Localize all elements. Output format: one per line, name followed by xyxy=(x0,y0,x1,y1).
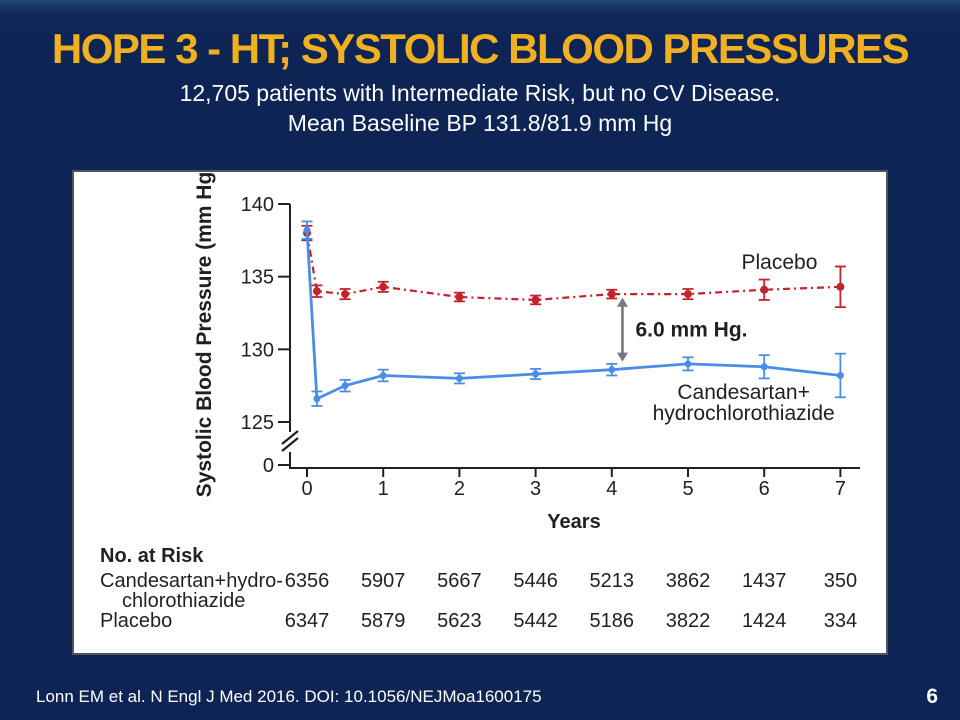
axis-break-slash xyxy=(281,437,299,452)
candesartan-point xyxy=(379,371,387,379)
difference-label: 6.0 mm Hg. xyxy=(635,319,747,342)
y-tick-label: 135 xyxy=(241,267,274,289)
candesartan-point xyxy=(608,366,616,374)
slide-title: HOPE 3 - HT; SYSTOLIC BLOOD PRESSURES xyxy=(51,25,910,72)
risk-value: 5907 xyxy=(361,570,406,592)
risk-value: 5623 xyxy=(437,610,482,632)
placebo-point xyxy=(531,295,540,304)
risk-value: 5667 xyxy=(437,570,482,592)
risk-row-label: Candesartan+hydro- xyxy=(100,570,283,592)
risk-value: 1437 xyxy=(742,570,787,592)
y-axis-label: Systolic Blood Pressure (mm Hg) xyxy=(193,172,216,497)
x-tick-label: 4 xyxy=(606,478,617,500)
placebo-point xyxy=(836,282,845,291)
candesartan-point xyxy=(455,374,463,382)
x-tick-label: 2 xyxy=(454,478,465,500)
placebo-line xyxy=(305,232,841,302)
risk-value: 350 xyxy=(824,570,857,592)
candesartan-point xyxy=(836,371,844,379)
series-label: Candesartan+ xyxy=(677,381,810,404)
difference-arrowhead-top xyxy=(616,297,628,307)
placebo-point xyxy=(684,290,692,299)
series-label: Placebo xyxy=(741,251,817,274)
series-label: hydrochlorothiazide xyxy=(653,402,835,425)
placebo-point xyxy=(341,290,350,299)
subtitle-line-1: 12,705 patients with Intermediate Risk, … xyxy=(179,80,781,106)
candesartan-point xyxy=(313,395,321,403)
subtitle-line-2: Mean Baseline BP 131.8/81.9 mm Hg xyxy=(287,110,673,137)
risk-table-header: No. at Risk xyxy=(100,545,204,567)
risk-value: 6356 xyxy=(285,570,330,592)
risk-value: 5442 xyxy=(513,610,558,632)
risk-value: 5186 xyxy=(590,610,635,632)
candesartan-point xyxy=(760,363,768,371)
risk-row-label: chlorothiazide xyxy=(122,590,245,612)
placebo-point xyxy=(455,293,464,302)
x-tick-label: 5 xyxy=(682,478,693,500)
difference-arrowhead-bottom xyxy=(616,352,628,362)
axis-break-slash xyxy=(281,430,299,445)
y-tick-label: 140 xyxy=(241,194,274,216)
placebo-point xyxy=(379,282,388,291)
y-tick-label: 130 xyxy=(241,339,274,361)
x-axis-label: Years xyxy=(547,511,600,533)
candesartan-point xyxy=(684,360,692,368)
chart-panel: 140 135 130 125 0 0 1 2 3 4 5 6 7 Systolic Blood Pres… xyxy=(72,165,888,655)
risk-value: 5213 xyxy=(590,570,635,592)
x-tick-label: 0 xyxy=(301,478,312,500)
bp-chart-svg: 140 135 130 125 0 0 1 2 3 4 5 6 7 Systolic Blood Pres… xyxy=(100,165,860,632)
risk-value: 1424 xyxy=(742,610,787,632)
citation-text: Lonn EM et al. N Engl J Med 2016. DOI: 1… xyxy=(36,687,542,706)
x-tick-label: 6 xyxy=(759,478,770,500)
risk-value: 334 xyxy=(824,610,857,632)
page-number: 6 xyxy=(926,685,938,708)
placebo-point xyxy=(312,287,321,296)
y-tick-label: 0 xyxy=(263,455,274,477)
y-tick-label: 125 xyxy=(241,412,274,434)
candesartan-line xyxy=(305,230,841,401)
placebo-point xyxy=(607,290,616,299)
x-tick-label: 3 xyxy=(530,478,541,500)
risk-value: 3862 xyxy=(666,570,711,592)
x-tick-label: 1 xyxy=(378,478,389,500)
candesartan-point xyxy=(341,382,349,390)
candesartan-point xyxy=(532,370,540,378)
risk-value: 6347 xyxy=(285,610,330,632)
candesartan-point xyxy=(303,226,311,234)
placebo-point xyxy=(760,285,769,294)
risk-value: 5446 xyxy=(513,570,558,592)
slide-subtitle: 12,705 patients with Intermediate Risk, … xyxy=(0,78,960,139)
risk-value: 5879 xyxy=(361,610,406,632)
risk-row-label: Placebo xyxy=(100,610,172,632)
risk-value: 3822 xyxy=(666,610,711,632)
x-tick-label: 7 xyxy=(835,478,846,500)
